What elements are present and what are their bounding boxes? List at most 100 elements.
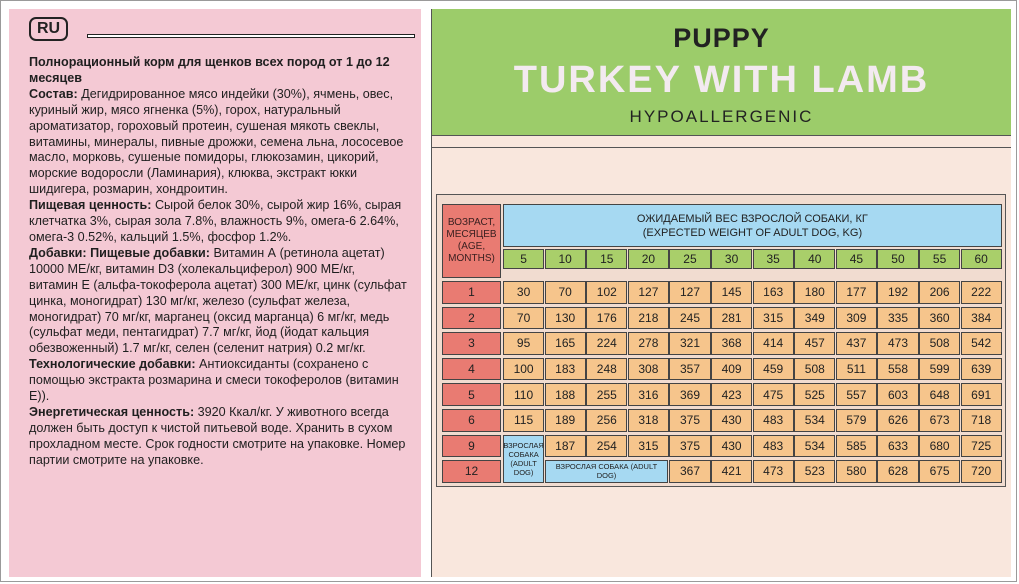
product-subtitle: HYPOALLERGENIC (629, 107, 814, 126)
table-cell: 357 (669, 357, 711, 381)
weight-header-ru: ОЖИДАЕМЫЙ ВЕС ВЗРОСЛОЙ СОБАКИ, КГ (636, 212, 868, 225)
age-row-label: 6 (442, 409, 501, 432)
weight-column-label: 15 (586, 249, 628, 269)
table-cell: 628 (877, 460, 919, 483)
table-cell: 483 (752, 409, 794, 432)
weight-column-label: 60 (960, 249, 1002, 269)
weight-header-en: (EXPECTED WEIGHT OF ADULT DOG, KG) (642, 226, 863, 239)
description-paragraph: Технологические добавки: Антиоксиданты (… (29, 357, 407, 405)
table-cell: 534 (794, 434, 836, 458)
table-cell: 206 (919, 281, 961, 304)
age-row-label: 3 (442, 332, 501, 355)
table-cell: 680 (919, 434, 961, 458)
table-cell: 414 (752, 332, 794, 355)
table-cell: 525 (794, 383, 836, 406)
table-cell: 70 (544, 281, 586, 304)
description-paragraph: Состав: Дегидрированное мясо индейки (30… (29, 87, 407, 198)
adult-dog-marker: ВЗРОСЛАЯ СОБАКА (ADULT DOG) (544, 460, 669, 483)
weight-column-label: 50 (877, 249, 919, 269)
table-cell: 557 (835, 383, 877, 406)
table-cell: 511 (835, 357, 877, 381)
age-row-label: 5 (442, 383, 501, 406)
table-cell: 633 (877, 434, 919, 458)
table-cell: 720 (960, 460, 1002, 483)
adult-dog-marker: ВЗРОСЛАЯ СОБАКА (ADULT DOG) (503, 434, 545, 483)
table-cell: 176 (586, 306, 628, 330)
weight-column-label: 45 (835, 249, 877, 269)
weight-column-label: 5 (503, 249, 545, 269)
description-text: 3920 Ккал/кг. У животного всегда должен … (29, 404, 406, 467)
description-paragraph: Энергетическая ценность: 3920 Ккал/кг. У… (29, 405, 407, 469)
table-cell: 691 (960, 383, 1002, 406)
table-cell: 603 (877, 383, 919, 406)
table-cell: 222 (960, 281, 1002, 304)
product-description: Полнорационный корм для щенков всех поро… (29, 55, 407, 469)
table-cell: 281 (711, 306, 753, 330)
description-label: Технологические добавки: (29, 357, 196, 372)
description-text: Антиоксиданты (сохранено с помощью экстр… (29, 357, 399, 404)
table-cell: 473 (752, 460, 794, 483)
age-row-label: 12 (442, 460, 501, 483)
table-cell: 145 (711, 281, 753, 304)
table-cell: 245 (669, 306, 711, 330)
table-cell: 278 (627, 332, 669, 355)
table-cell: 437 (835, 332, 877, 355)
table-cell: 369 (669, 383, 711, 406)
description-paragraph: Пищевая ценность: Сырой белок 30%, сырой… (29, 198, 407, 246)
table-cell: 523 (794, 460, 836, 483)
description-label: Состав: (29, 86, 78, 101)
table-cell: 192 (877, 281, 919, 304)
table-cell: 102 (586, 281, 628, 304)
table-cell: 375 (669, 409, 711, 432)
table-cell: 475 (752, 383, 794, 406)
weight-column-label: 55 (919, 249, 961, 269)
product-header: PUPPY TURKEY WITH LAMB HYPOALLERGENIC (432, 9, 1011, 136)
table-cell: 165 (544, 332, 586, 355)
table-cell: 585 (835, 434, 877, 458)
table-cell: 409 (711, 357, 753, 381)
table-cell: 473 (877, 332, 919, 355)
table-cell: 508 (919, 332, 961, 355)
weight-column-label: 35 (752, 249, 794, 269)
table-cell: 360 (919, 306, 961, 330)
weight-header: ОЖИДАЕМЫЙ ВЕС ВЗРОСЛОЙ СОБАКИ, КГ (EXPECT… (503, 204, 1002, 247)
table-cell: 335 (877, 306, 919, 330)
table-cell: 224 (586, 332, 628, 355)
table-cell: 508 (794, 357, 836, 381)
table-cell: 163 (752, 281, 794, 304)
table-cell: 127 (627, 281, 669, 304)
weight-column-label: 20 (627, 249, 669, 269)
weight-column-label: 40 (794, 249, 836, 269)
table-cell: 430 (711, 409, 753, 432)
table-cell: 483 (752, 434, 794, 458)
feeding-table: ВОЗРАСТ, МЕСЯЦЕВ (AGE, MONTHS) ОЖИДАЕМЫЙ … (436, 194, 1006, 487)
age-row-label: 9 (442, 434, 501, 458)
table-cell: 30 (503, 281, 545, 304)
table-cell: 316 (627, 383, 669, 406)
table-cell: 321 (669, 332, 711, 355)
description-label: Энергетическая ценность: (29, 404, 195, 419)
age-row-label: 4 (442, 357, 501, 381)
table-cell: 100 (503, 357, 545, 381)
table-cell: 254 (586, 434, 628, 458)
product-line: PUPPY (673, 23, 770, 53)
table-cell: 673 (919, 409, 961, 432)
description-label: Добавки: Пищевые добавки: (29, 245, 210, 260)
divider (432, 147, 1011, 148)
table-cell: 457 (794, 332, 836, 355)
table-cell: 421 (711, 460, 753, 483)
table-cell: 384 (960, 306, 1002, 330)
table-cell: 308 (627, 357, 669, 381)
table-cell: 180 (794, 281, 836, 304)
description-paragraph: Полнорационный корм для щенков всех поро… (29, 55, 407, 87)
table-cell: 367 (669, 460, 711, 483)
table-cell: 218 (627, 306, 669, 330)
table-cell: 256 (586, 409, 628, 432)
table-cell: 579 (835, 409, 877, 432)
description-text: Витамин А (ретинола ацетат) 10000 МЕ/кг,… (29, 245, 407, 356)
description-text: Дегидрированное мясо индейки (30%), ячме… (29, 86, 404, 197)
table-cell: 315 (627, 434, 669, 458)
age-column-header: ВОЗРАСТ, МЕСЯЦЕВ (AGE, MONTHS) (442, 204, 501, 278)
table-cell: 95 (503, 332, 545, 355)
table-cell: 423 (711, 383, 753, 406)
